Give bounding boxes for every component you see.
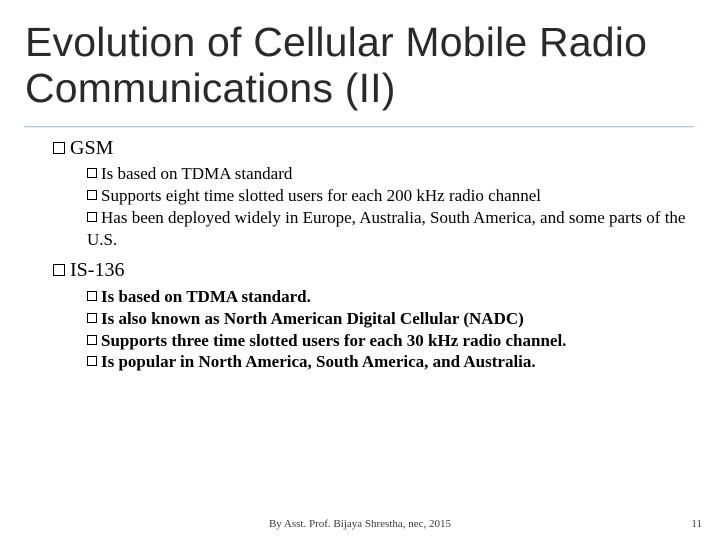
title-underline — [24, 126, 694, 127]
item-text: Is based on TDMA standard. — [101, 287, 311, 306]
heading-text: GSM — [70, 137, 113, 159]
slide-content: GSM Is based on TDMA standard Supports e… — [25, 136, 690, 373]
footer-text: By Asst. Prof. Bijaya Shrestha, nec, 201… — [0, 518, 720, 530]
list-item: Supports eight time slotted users for ea… — [87, 185, 690, 207]
square-bullet-icon — [87, 190, 97, 200]
list-item: Is also known as North American Digital … — [87, 308, 690, 330]
square-bullet-icon — [87, 313, 97, 323]
list-item: Supports three time slotted users for ea… — [87, 330, 690, 352]
item-text: Is based on TDMA standard — [101, 164, 292, 183]
item-text: Has been deployed widely in Europe, Aust… — [87, 208, 685, 249]
section-heading-gsm: GSM — [53, 136, 690, 162]
list-item: Has been deployed widely in Europe, Aust… — [87, 207, 690, 251]
gsm-items: Is based on TDMA standard Supports eight… — [53, 163, 690, 250]
square-bullet-icon — [87, 168, 97, 178]
item-text: Is popular in North America, South Ameri… — [101, 352, 536, 371]
is136-items: Is based on TDMA standard. Is also known… — [53, 286, 690, 373]
page-number: 11 — [691, 518, 702, 530]
item-text: Is also known as North American Digital … — [101, 309, 524, 328]
square-bullet-icon — [53, 264, 65, 276]
slide-title: Evolution of Cellular Mobile Radio Commu… — [25, 20, 690, 112]
square-bullet-icon — [87, 212, 97, 222]
item-text: Supports eight time slotted users for ea… — [101, 186, 541, 205]
list-item: Is popular in North America, South Ameri… — [87, 351, 690, 373]
slide: Evolution of Cellular Mobile Radio Commu… — [0, 0, 720, 540]
list-item: Is based on TDMA standard. — [87, 286, 690, 308]
list-item: Is based on TDMA standard — [87, 163, 690, 185]
heading-text: IS-136 — [70, 259, 124, 281]
square-bullet-icon — [87, 356, 97, 366]
section-heading-is136: IS-136 — [53, 258, 690, 284]
square-bullet-icon — [87, 291, 97, 301]
square-bullet-icon — [53, 142, 65, 154]
item-text: Supports three time slotted users for ea… — [101, 331, 566, 350]
square-bullet-icon — [87, 335, 97, 345]
